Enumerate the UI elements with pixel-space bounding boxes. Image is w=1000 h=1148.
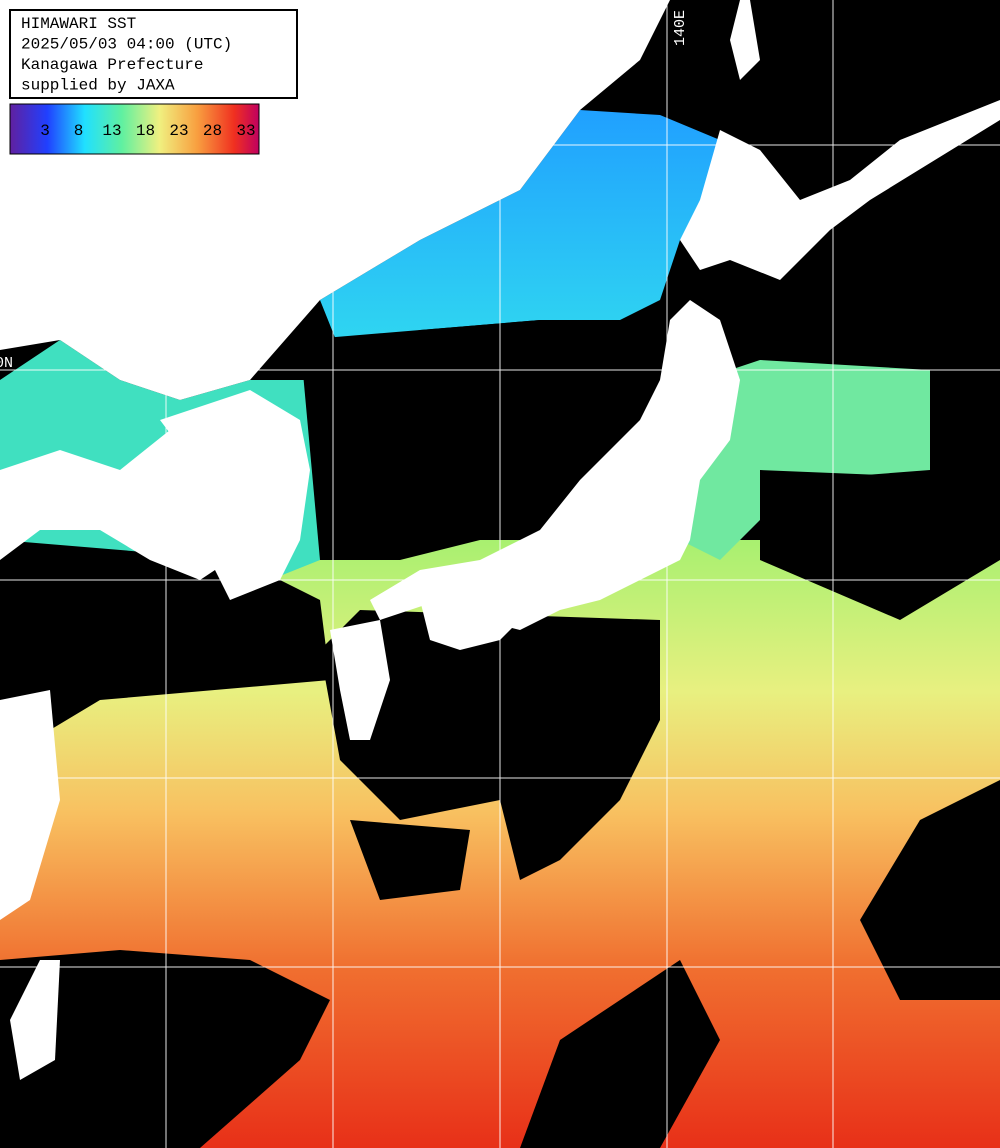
cloud-mask <box>0 320 1000 1148</box>
colorbar-ticks: 3 8 13 18 23 28 33 <box>40 122 255 140</box>
lat-label: 40N <box>0 355 13 372</box>
colorbar <box>9 103 260 155</box>
lon-label: 140E <box>672 10 689 46</box>
colorbar-tick-label: 33 <box>236 122 255 140</box>
colorbar-tick-label: 3 <box>40 122 50 140</box>
lat-label: 30N <box>0 763 13 780</box>
colorbar-tick-label: 28 <box>203 122 222 140</box>
colorbar-tick-label: 8 <box>74 122 84 140</box>
header-box <box>9 9 298 99</box>
colorbar-tick-label: 23 <box>169 122 188 140</box>
colorbar-tick-label: 13 <box>102 122 121 140</box>
header-line: supplied by JAXA <box>21 77 175 95</box>
header-line: HIMAWARI SST <box>21 15 136 33</box>
sea-surface <box>320 110 720 350</box>
header-line: 2025/05/03 04:00 (UTC) <box>21 36 232 54</box>
header: HIMAWARI SST 2025/05/03 04:00 (UTC) Kanaga… <box>21 15 232 95</box>
header-line: Kanagawa Prefecture <box>21 56 203 74</box>
colorbar-tick-label: 18 <box>136 122 155 140</box>
sea-surface <box>680 360 930 560</box>
